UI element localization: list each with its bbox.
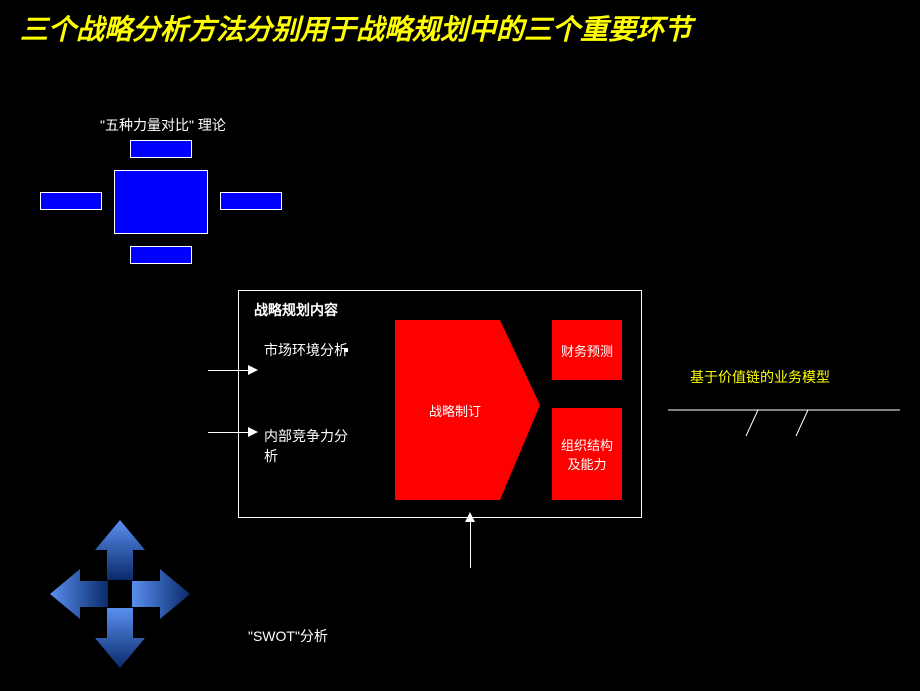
bullet-dot [344,348,348,352]
arrow-up-head [465,512,475,522]
slide-title: 三个战略分析方法分别用于战略规划中的三个重要环节 [0,0,920,49]
org-cap-box: 组织结构及能力 [552,408,622,500]
five-forces-label: "五种力量对比" 理论 [100,115,226,135]
five-forces-center [114,170,208,234]
org-cap-label: 组织结构及能力 [556,435,618,473]
five-forces-bottom [130,246,192,264]
five-forces-left [40,192,102,210]
swot-label: "SWOT"分析 [248,626,328,646]
internal-comp-label: 内部竞争力分析 [264,426,354,466]
five-forces-right [220,192,282,210]
value-chain-label: 基于价值链的业务模型 [690,367,830,387]
arrow-in-1-head [248,365,258,375]
strategy-label: 战略制订 [395,320,515,500]
arrow-up [470,520,471,568]
five-forces-top [130,140,192,158]
plan-title: 战略规划内容 [254,300,338,320]
arrow-in-2 [208,432,248,433]
fin-forecast-label: 财务预测 [561,341,613,360]
arrow-in-1 [208,370,248,371]
fin-forecast-box: 财务预测 [552,320,622,380]
arrow-in-2-head [248,427,258,437]
market-env-label: 市场环境分析 [264,340,348,360]
